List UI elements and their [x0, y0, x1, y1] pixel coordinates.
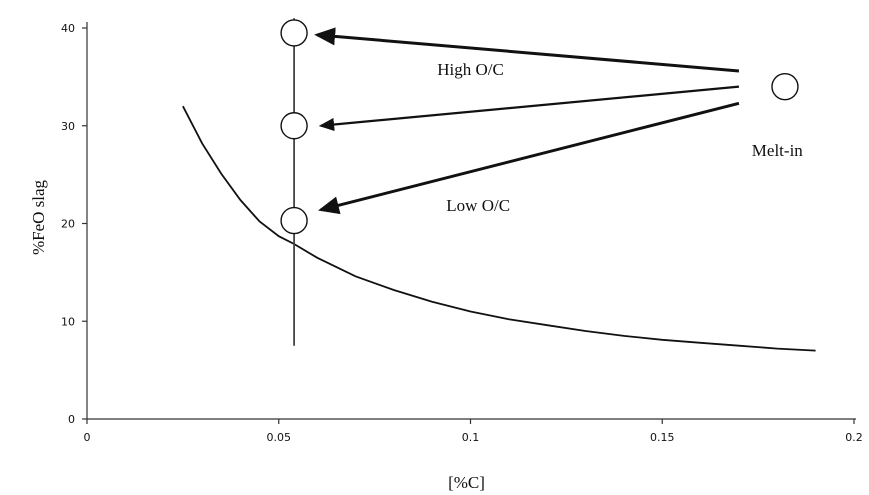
marker-mid: [280, 112, 308, 140]
x-tick-label: 0.1: [462, 431, 480, 444]
y-tick-label: 10: [61, 315, 75, 328]
x-tick-label: 0.05: [267, 431, 292, 444]
x-axis-title: [%C]: [448, 473, 485, 492]
marker-low: [280, 206, 308, 235]
arrow: [318, 85, 740, 132]
marker-high: [280, 19, 308, 47]
marker-melt-in: [771, 72, 799, 101]
markers: [280, 19, 799, 235]
x-ticks: 0 0.05 0.1 0.15 0.2: [84, 419, 863, 444]
y-tick-label: 20: [61, 218, 75, 231]
annotation: Melt-in: [752, 141, 803, 160]
arrow: [314, 27, 740, 73]
arrows: [314, 27, 740, 215]
y-ticks: 0 10 20 30 40: [61, 22, 87, 426]
equilibrium-curve: [182, 105, 816, 352]
annotation: Low O/C: [446, 196, 510, 215]
annotations: High O/C Low O/C Melt-in: [437, 60, 803, 215]
x-tick-label: 0.2: [845, 431, 863, 444]
x-tick-label: 0.15: [650, 431, 675, 444]
arrow: [318, 101, 740, 215]
x-tick-label: 0: [84, 431, 91, 444]
y-tick-label: 40: [61, 22, 75, 35]
y-axis-title: %FeO slag: [29, 179, 48, 255]
y-tick-label: 0: [68, 413, 75, 426]
y-tick-label: 30: [61, 120, 75, 133]
annotation: High O/C: [437, 60, 504, 79]
